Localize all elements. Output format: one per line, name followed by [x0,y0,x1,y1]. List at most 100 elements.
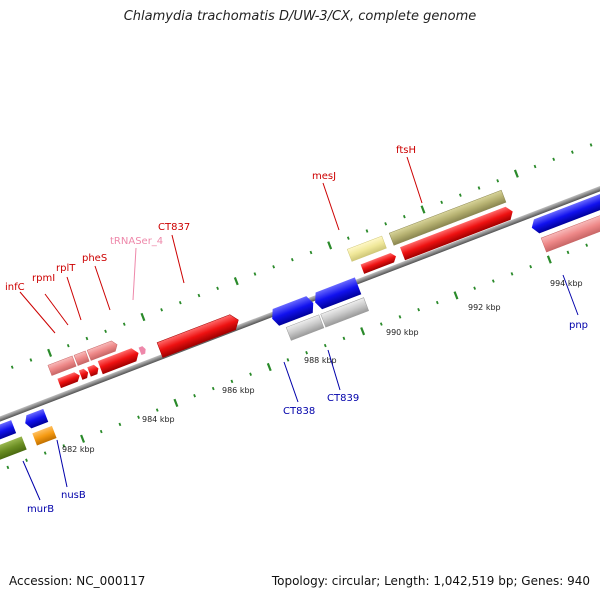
minor-tick [216,286,220,291]
leader-lines [19,156,579,501]
label-CT839: CT839 [327,393,359,404]
tick-label: 982 kbp [62,445,95,454]
gene-CT837 [156,314,239,358]
minor-tick [533,164,537,169]
leader-nusB [56,439,68,488]
leader-mesJ [322,182,340,231]
label-pnp: pnp [569,320,588,331]
leader-infC [19,291,56,334]
major-tick [453,291,459,300]
tick-row-lower [6,243,589,470]
label-CT838: CT838 [283,406,315,417]
gene-infC-pink [47,355,77,376]
leader-murB [22,460,41,501]
leader-CT839 [327,349,341,391]
major-tick [360,327,366,336]
leader-pheS [94,265,111,311]
minor-tick [272,265,276,269]
minor-tick [253,272,257,276]
label-ftsH: ftsH [396,145,416,156]
major-tick [327,241,333,250]
minor-tick [342,336,346,341]
minor-tick [566,250,570,255]
minor-tick [122,322,126,326]
tick-label: 986 kbp [222,386,255,395]
minor-tick [589,143,593,147]
label-mesJ: mesJ [312,171,336,182]
minor-tick [384,222,388,226]
gene-tRNASer_4 [138,346,146,356]
minor-tick [417,307,421,312]
minor-tick [99,429,103,434]
topology-text: Topology: circular; Length: 1,042,519 bp… [271,574,590,588]
gene-ftsH-red [400,206,513,261]
gene-mesJ-red [360,253,396,274]
minor-tick [155,408,159,412]
tick-label: 990 kbp [386,328,419,337]
minor-tick [346,236,350,240]
minor-tick [286,358,290,362]
minor-tick [160,308,163,312]
minor-tick [402,214,406,219]
gene-CT838-gray [285,314,325,341]
minor-tick [290,257,294,262]
tick-label: 984 kbp [142,415,175,424]
leader-rpmI [44,293,69,326]
minor-tick [379,322,383,326]
minor-tick [6,465,10,470]
gene-rpmI-pink [73,350,90,366]
major-tick [140,312,146,322]
gene-mesJ-yellow [346,235,387,262]
label-CT837: CT837 [158,222,190,233]
minor-tick [85,336,89,341]
minor-tick [66,343,70,348]
minor-tick [510,272,514,276]
gene-nusB-orange [32,425,57,446]
gene-CT839-gray [320,297,369,328]
leader-pnp [562,274,579,316]
minor-tick [62,444,66,448]
label-infC: infC [5,282,25,293]
tick-label: 988 kbp [304,356,337,365]
minor-tick [29,358,33,362]
minor-tick [197,293,201,298]
label-nusB: nusB [61,490,86,501]
leader-rplT [66,276,82,321]
major-tick [80,434,86,443]
minor-tick [25,458,28,462]
minor-tick [193,393,196,398]
minor-tick [473,286,477,290]
major-tick [546,255,552,264]
label-tRNASer_4: tRNASer_4 [110,236,163,247]
gene-pnp-blue [531,190,600,234]
minor-tick [10,365,14,369]
label-rplT: rplT [56,263,76,274]
minor-tick [211,386,215,391]
map-title: Chlamydia trachomatis D/UW-3/CX, complet… [123,9,477,24]
label-rpmI: rpmI [32,273,55,284]
major-tick [513,169,519,178]
gene-pnp-pink [540,209,600,253]
accession-text: Accession: NC_000117 [9,574,146,588]
major-tick [420,205,426,214]
minor-tick [496,179,500,183]
minor-tick [477,186,481,190]
leader-tRNASer_4 [132,247,137,301]
gene-murB-green [0,436,27,462]
minor-tick [230,379,234,384]
minor-tick [529,264,533,269]
minor-tick [249,372,252,376]
gene-CT839-blue [315,277,362,310]
minor-tick [571,150,574,154]
minor-tick [43,451,47,455]
minor-tick [137,415,140,419]
leader-ftsH [406,156,423,204]
minor-tick [178,300,182,305]
leader-CT837 [171,234,185,284]
minor-tick [440,200,444,205]
minor-tick [398,315,402,319]
minor-tick [552,157,556,162]
gene-nusB-blue [25,408,49,429]
label-pheS: pheS [82,253,107,264]
